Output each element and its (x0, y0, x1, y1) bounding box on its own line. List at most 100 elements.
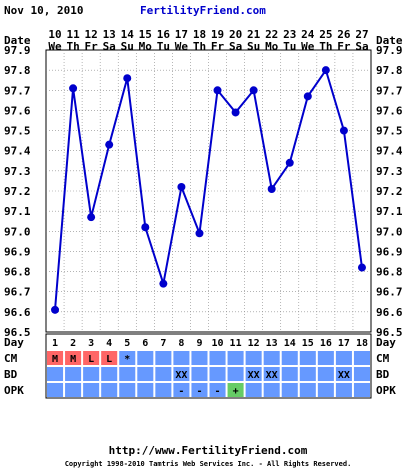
date-label: 24 (301, 28, 315, 41)
cm-cell (82, 350, 101, 366)
temperature-point[interactable] (285, 158, 294, 167)
temperature-point[interactable] (177, 182, 186, 191)
date-label: 17 (175, 28, 188, 41)
y-tick-label: 97.0 (4, 225, 31, 238)
y-tick-label: 97.5 (4, 125, 31, 138)
date-label: 18 (193, 28, 206, 41)
footer-url[interactable]: http://www.FertilityFriend.com (109, 444, 308, 457)
footer-copyright: Copyright 1998-2010 Tamtris Web Services… (65, 460, 352, 468)
temperature-point[interactable] (231, 108, 240, 117)
opk-cell (262, 382, 281, 398)
temperature-point[interactable] (105, 140, 114, 149)
cm-cell-value: M (70, 354, 76, 365)
y-tick-label: 97.8 (376, 64, 403, 77)
temperature-series (51, 66, 366, 314)
y-tick-label: 96.6 (4, 306, 31, 319)
day-cell-value: 11 (230, 338, 242, 349)
cm-cell (208, 350, 227, 366)
opk-cell (298, 382, 317, 398)
y-tick-label: 97.0 (376, 225, 403, 238)
cm-row-label-left: CM (4, 352, 18, 365)
date-label: 19 (211, 28, 224, 41)
bd-cell (298, 366, 317, 382)
cm-cell-value: L (106, 354, 112, 365)
date-label: 10 (48, 28, 61, 41)
y-tick-label: 97.6 (4, 104, 31, 117)
cm-cell (280, 350, 299, 366)
temperature-point[interactable] (213, 86, 222, 95)
y-tick-label: 97.1 (4, 205, 31, 218)
cm-cell (136, 350, 155, 366)
temperature-point[interactable] (339, 126, 348, 135)
date-label: 27 (355, 28, 368, 41)
temperature-point[interactable] (141, 223, 150, 232)
temperature-point[interactable] (87, 213, 96, 222)
temperature-point[interactable] (123, 74, 132, 83)
bd-cell (82, 366, 101, 382)
opk-cell-value: - (196, 386, 202, 397)
y-tick-label: 96.5 (376, 326, 403, 339)
date-label: 14 (121, 28, 135, 41)
cm-cell (262, 350, 281, 366)
bd-cell (154, 366, 173, 382)
date-row-label-left: Date (4, 34, 31, 47)
date-label: 22 (265, 28, 278, 41)
day-cell-value: 17 (338, 338, 350, 349)
opk-cell (100, 382, 119, 398)
date-label: 26 (337, 28, 351, 41)
date-label: 12 (85, 28, 98, 41)
bd-cell (100, 366, 119, 382)
cm-cell (334, 350, 353, 366)
y-tick-label: 96.9 (376, 245, 403, 258)
bd-cell-value: XX (175, 370, 187, 381)
cm-cell (226, 350, 245, 366)
cm-cell (100, 350, 119, 366)
cm-cell (190, 350, 209, 366)
y-tick-label: 96.5 (4, 326, 31, 339)
y-tick-label: 96.8 (4, 266, 31, 279)
bd-cell-value: XX (266, 370, 278, 381)
y-tick-label: 96.9 (4, 245, 31, 258)
cm-cell (352, 350, 372, 366)
y-tick-label: 97.9 (376, 44, 403, 57)
y-tick-label: 97.3 (4, 165, 31, 178)
bd-cell-value: XX (338, 370, 350, 381)
bd-cell (262, 366, 281, 382)
brand-title: FertilityFriend.com (140, 4, 266, 17)
y-axis-left: 96.5 96.6 96.7 96.8 96.9 97.0 97.1 97.2 97.3 97.4… (4, 44, 31, 339)
y-tick-label: 97.7 (4, 84, 31, 97)
cm-cell (244, 350, 263, 366)
day-cell-value: 14 (284, 338, 296, 349)
opk-cell (136, 382, 155, 398)
y-tick-label: 96.8 (376, 266, 403, 279)
temperature-point[interactable] (159, 279, 168, 288)
temperature-point[interactable] (195, 229, 204, 238)
y-axis-right: 96.5 96.6 96.7 96.8 96.9 97.0 97.1 97.2 97.3 97.4… (376, 44, 403, 339)
y-tick-label: 97.4 (4, 145, 31, 158)
date-row-label-right: Date (376, 34, 403, 47)
opk-cell (280, 382, 299, 398)
day-cell-value: 12 (248, 338, 260, 349)
temperature-point[interactable] (321, 66, 330, 75)
opk-cell (316, 382, 335, 398)
bd-cell (316, 366, 335, 382)
y-tick-label: 96.6 (376, 306, 403, 319)
temperature-point[interactable] (249, 86, 258, 95)
temperature-point[interactable] (303, 92, 312, 101)
cm-cell (298, 350, 317, 366)
temperature-point[interactable] (357, 263, 366, 272)
temperature-point[interactable] (51, 305, 60, 314)
date-label: 25 (319, 28, 332, 41)
date-label: 21 (247, 28, 261, 41)
temperature-point[interactable] (69, 84, 78, 93)
bd-cell (46, 366, 65, 382)
opk-cell (118, 382, 137, 398)
temperature-point[interactable] (267, 184, 276, 193)
y-tick-label: 97.8 (4, 64, 31, 77)
y-tick-label: 97.4 (376, 145, 403, 158)
date-header: 10We11Th12Fr13Sa14Su15Mo16Tu17We18Th19Fr… (48, 28, 402, 53)
y-tick-label: 97.1 (376, 205, 403, 218)
bd-cell (244, 366, 263, 382)
bd-cell-value: XX (248, 370, 260, 381)
